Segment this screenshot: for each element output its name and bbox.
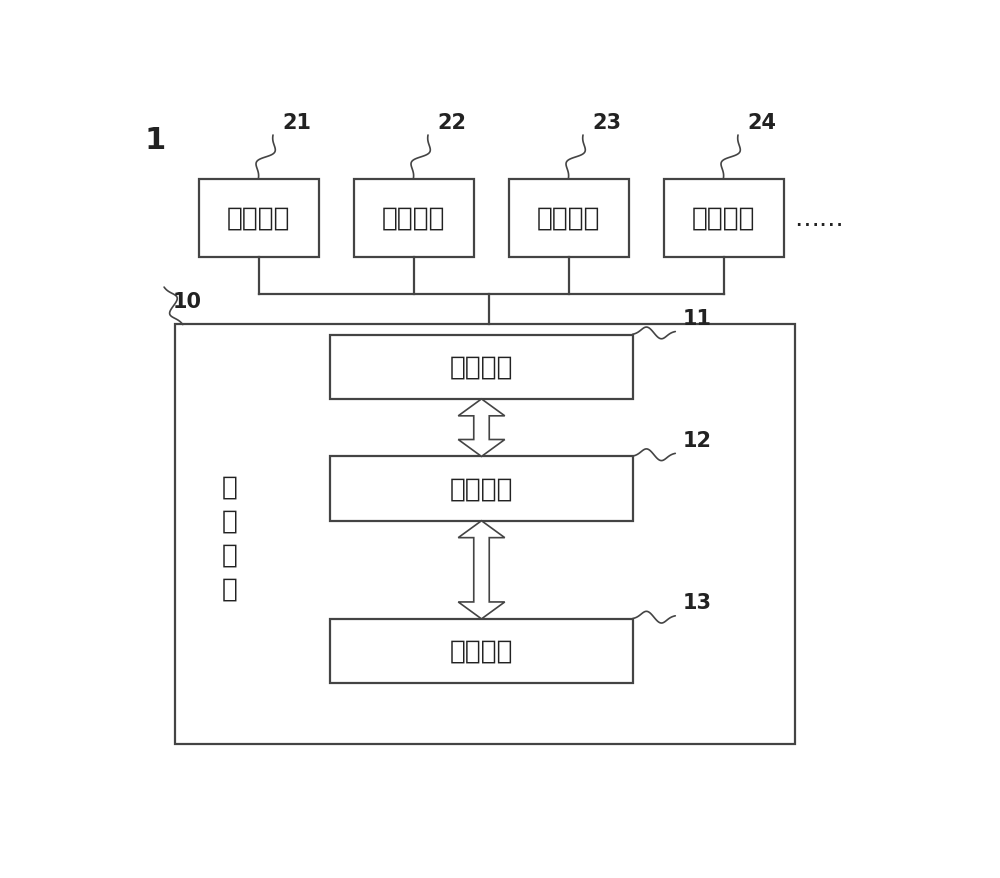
- Text: 13: 13: [683, 593, 712, 613]
- Text: 显示单元: 显示单元: [382, 205, 445, 232]
- Text: 21: 21: [282, 112, 311, 133]
- Text: 侦测模块: 侦测模块: [450, 355, 513, 380]
- Text: 12: 12: [683, 430, 712, 450]
- Text: ……: ……: [794, 206, 844, 230]
- Polygon shape: [458, 522, 505, 619]
- Text: 编辑模块: 编辑模块: [450, 638, 513, 665]
- Text: 24: 24: [747, 112, 776, 133]
- Text: 显示单元: 显示单元: [692, 205, 755, 232]
- Text: 22: 22: [437, 112, 466, 133]
- Bar: [330, 619, 633, 683]
- Text: 显示单元: 显示单元: [537, 205, 600, 232]
- Bar: [199, 180, 319, 257]
- Text: 23: 23: [592, 112, 621, 133]
- Text: 1: 1: [144, 126, 166, 155]
- Bar: [664, 180, 784, 257]
- Bar: [509, 180, 629, 257]
- Text: 显示单元: 显示单元: [227, 205, 290, 232]
- Text: 10: 10: [173, 291, 202, 312]
- Bar: [354, 180, 474, 257]
- Text: 控制模块: 控制模块: [450, 476, 513, 502]
- Polygon shape: [458, 399, 505, 457]
- Bar: [330, 457, 633, 522]
- Bar: [175, 325, 795, 745]
- Text: 11: 11: [683, 308, 712, 328]
- Bar: [330, 335, 633, 399]
- Text: 控
制
装
置: 控 制 装 置: [222, 474, 238, 602]
